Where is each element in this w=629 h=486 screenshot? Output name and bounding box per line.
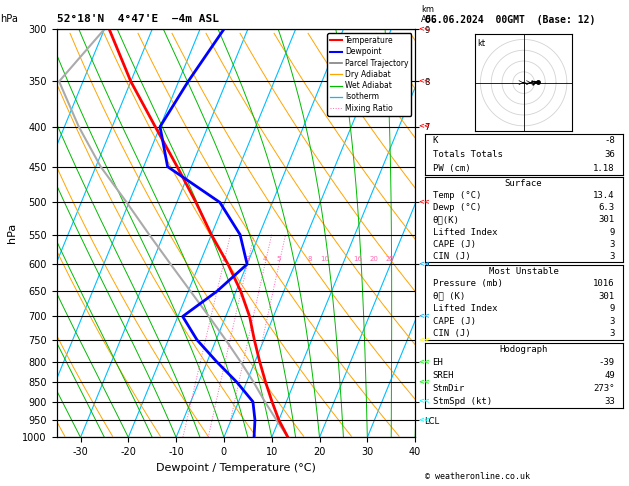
- Text: θᴄ (K): θᴄ (K): [433, 292, 465, 301]
- Text: SREH: SREH: [433, 371, 454, 380]
- Text: Pressure (mb): Pressure (mb): [433, 279, 503, 288]
- Text: 49: 49: [604, 371, 615, 380]
- Text: <<: <<: [418, 359, 430, 364]
- Text: 3: 3: [245, 256, 250, 262]
- Text: <<: <<: [418, 399, 430, 405]
- Text: 3: 3: [610, 317, 615, 326]
- Text: 52°18'N  4°47'E  −4m ASL: 52°18'N 4°47'E −4m ASL: [57, 14, 219, 24]
- Text: Lifted Index: Lifted Index: [433, 227, 497, 237]
- Text: Lifted Index: Lifted Index: [433, 304, 497, 313]
- Text: CIN (J): CIN (J): [433, 252, 470, 261]
- Text: 1016: 1016: [593, 279, 615, 288]
- Text: <<: <<: [418, 78, 430, 85]
- Text: 8: 8: [308, 256, 312, 262]
- Text: 10: 10: [320, 256, 329, 262]
- Text: Dewp (°C): Dewp (°C): [433, 203, 481, 212]
- Text: km
ASL: km ASL: [421, 5, 437, 24]
- Text: PW (cm): PW (cm): [433, 164, 470, 173]
- Legend: Temperature, Dewpoint, Parcel Trajectory, Dry Adiabat, Wet Adiabat, Isotherm, Mi: Temperature, Dewpoint, Parcel Trajectory…: [327, 33, 411, 116]
- Text: 9: 9: [610, 304, 615, 313]
- Text: CAPE (J): CAPE (J): [433, 240, 476, 249]
- Text: © weatheronline.co.uk: © weatheronline.co.uk: [425, 472, 530, 481]
- Text: -8: -8: [604, 136, 615, 145]
- Text: 1.18: 1.18: [593, 164, 615, 173]
- Text: <<: <<: [418, 26, 430, 32]
- Text: Totals Totals: Totals Totals: [433, 150, 503, 159]
- Text: 25: 25: [386, 256, 394, 262]
- Text: <<: <<: [418, 124, 430, 130]
- Text: kt: kt: [477, 39, 486, 49]
- Text: 20: 20: [369, 256, 378, 262]
- Text: StmDir: StmDir: [433, 384, 465, 393]
- Text: 4: 4: [263, 256, 267, 262]
- Text: hPa: hPa: [0, 14, 18, 24]
- X-axis label: Dewpoint / Temperature (°C): Dewpoint / Temperature (°C): [156, 463, 316, 473]
- Text: 273°: 273°: [593, 384, 615, 393]
- Y-axis label: hPa: hPa: [7, 223, 17, 243]
- Text: 301: 301: [599, 215, 615, 225]
- Text: 6.3: 6.3: [599, 203, 615, 212]
- Text: 3: 3: [610, 240, 615, 249]
- Text: 3: 3: [610, 330, 615, 338]
- Text: EH: EH: [433, 358, 443, 367]
- Text: <<: <<: [418, 337, 430, 343]
- Text: -39: -39: [599, 358, 615, 367]
- Text: 2: 2: [221, 256, 226, 262]
- Text: Temp (°C): Temp (°C): [433, 191, 481, 200]
- Text: 33: 33: [604, 397, 615, 406]
- Text: Most Unstable: Most Unstable: [489, 267, 559, 276]
- Text: 3: 3: [610, 252, 615, 261]
- Text: K: K: [433, 136, 438, 145]
- Text: <<: <<: [418, 379, 430, 385]
- Text: 13.4: 13.4: [593, 191, 615, 200]
- Text: CAPE (J): CAPE (J): [433, 317, 476, 326]
- Text: 06.06.2024  00GMT  (Base: 12): 06.06.2024 00GMT (Base: 12): [425, 15, 595, 25]
- Text: 5: 5: [277, 256, 281, 262]
- Text: StmSpd (kt): StmSpd (kt): [433, 397, 492, 406]
- Text: CIN (J): CIN (J): [433, 330, 470, 338]
- Text: Surface: Surface: [505, 179, 542, 188]
- Text: 16: 16: [353, 256, 362, 262]
- Text: <<: <<: [418, 313, 430, 319]
- Text: <<: <<: [418, 199, 430, 206]
- Text: Hodograph: Hodograph: [499, 345, 548, 354]
- Text: 301: 301: [599, 292, 615, 301]
- Text: 36: 36: [604, 150, 615, 159]
- Text: <<: <<: [418, 417, 430, 423]
- Text: <<: <<: [418, 261, 430, 267]
- Text: 9: 9: [610, 227, 615, 237]
- Text: θᴄ(K): θᴄ(K): [433, 215, 459, 225]
